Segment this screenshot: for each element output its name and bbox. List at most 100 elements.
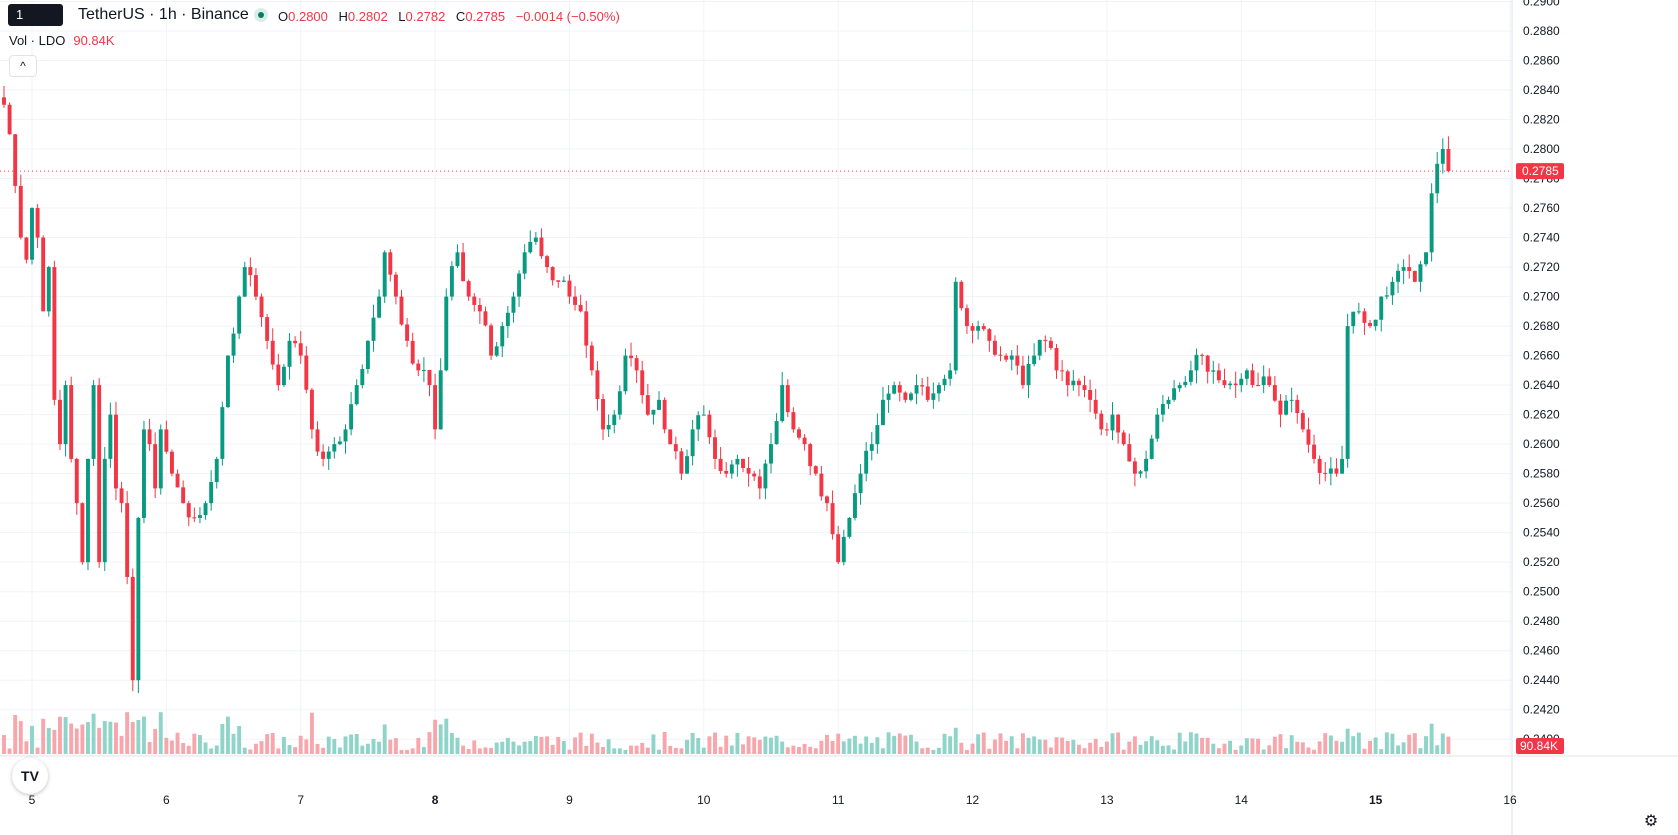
candle-body: [679, 451, 684, 474]
volume-bar: [735, 732, 740, 754]
candle-body: [1429, 193, 1434, 253]
gear-icon[interactable]: ⚙: [1643, 813, 1659, 830]
volume-bar: [640, 742, 645, 754]
volume-bar: [1104, 741, 1109, 754]
collapse-legend-button[interactable]: ^: [9, 55, 37, 77]
candles: [2, 85, 1451, 694]
candle-body: [931, 393, 936, 400]
tradingview-logo-icon[interactable]: TV: [12, 758, 48, 794]
price-tick-label: 0.2840: [1523, 83, 1560, 97]
volume-bar: [959, 742, 964, 754]
volume-bar: [276, 748, 281, 754]
candle-body: [976, 326, 981, 331]
candle-body: [668, 429, 673, 445]
volume-bar: [657, 749, 661, 754]
candle-body: [1071, 380, 1076, 386]
candle-body: [819, 473, 824, 497]
candle-body: [1149, 438, 1154, 459]
candle-body: [1054, 348, 1059, 371]
candle-body: [511, 296, 516, 313]
volume-bar: [875, 737, 880, 754]
volume-bar: [52, 729, 57, 754]
price-tick-label: 0.2860: [1523, 53, 1560, 67]
volume-bar: [1009, 736, 1014, 754]
candle-body: [1396, 270, 1400, 282]
volume-bar: [1401, 742, 1406, 754]
volume-bar: [808, 746, 813, 754]
volume-bar: [813, 748, 818, 754]
candle-body: [1306, 429, 1311, 445]
price-axis[interactable]: 0.2900 0.2880 0.2860 0.2840 0.2820 0.2800 0.27…: [1523, 0, 1560, 746]
volume-bar: [102, 721, 107, 754]
market-status-icon[interactable]: [254, 8, 268, 22]
price-tick-label: 0.2440: [1523, 673, 1560, 687]
volume-bar: [80, 724, 85, 754]
candle-body: [321, 451, 326, 459]
candle-body: [365, 340, 370, 370]
volume-legend[interactable]: Vol · LDO 90.84K: [9, 33, 115, 48]
volume-bar: [438, 724, 443, 754]
volume-bar: [164, 737, 169, 754]
candle-body: [953, 281, 958, 371]
candle-body: [981, 326, 986, 330]
candle-body: [332, 444, 337, 452]
volume-bar: [741, 744, 745, 754]
volume-bar: [746, 736, 751, 754]
volume-bar: [399, 749, 404, 754]
candle-body: [1104, 429, 1109, 431]
candle-body: [1026, 364, 1031, 386]
volume-bar: [774, 735, 779, 754]
volume-bar: [237, 725, 242, 754]
volume-bar: [1418, 748, 1423, 754]
volume-bar: [326, 736, 331, 754]
volume-bar: [864, 736, 869, 754]
volume-bar: [1121, 749, 1126, 754]
volume-bar: [1216, 748, 1221, 754]
volume-bar: [819, 740, 824, 754]
open-value: 0.2800: [288, 9, 328, 24]
candle-body: [1362, 311, 1367, 323]
candle-body: [343, 429, 348, 442]
candle-body: [97, 385, 102, 563]
candle-body: [1446, 149, 1451, 172]
candle-body: [1127, 444, 1132, 462]
volume-bar: [802, 743, 807, 754]
volume-bar: [1032, 736, 1037, 754]
volume-bar: [757, 739, 762, 754]
volume-bar: [24, 741, 29, 754]
volume-bar: [869, 742, 874, 754]
candle-body: [438, 370, 443, 430]
volume-bar: [175, 732, 180, 754]
volume-bar: [1020, 733, 1025, 754]
volume-bar: [197, 735, 202, 754]
volume-bar: [1082, 748, 1087, 754]
candle-body: [225, 355, 230, 408]
volume-bar: [1356, 732, 1361, 754]
candle-body: [449, 266, 454, 297]
candle-body: [522, 252, 527, 274]
price-tick-label: 0.2680: [1523, 319, 1560, 333]
candle-body: [270, 340, 275, 365]
candle-body: [1172, 388, 1177, 400]
price-tick-label: 0.2420: [1523, 703, 1560, 717]
volume-bar: [466, 748, 471, 754]
time-axis[interactable]: 5 6 7 8 9 10 11 12 13 14 15 16: [29, 793, 1517, 807]
time-tick-label: 13: [1100, 793, 1114, 807]
candle-body: [237, 296, 242, 334]
volume-bar: [791, 745, 796, 754]
volume-bar: [1390, 733, 1395, 754]
symbol-title[interactable]: TetherUS · 1h · Binance: [78, 6, 249, 23]
time-tick-label: 12: [966, 793, 980, 807]
candle-body: [1424, 252, 1428, 265]
volume-bar: [1127, 741, 1132, 754]
volume-bar: [1048, 747, 1053, 754]
candle-body: [455, 252, 460, 267]
candle-body: [1216, 370, 1221, 381]
price-tick-label: 0.2900: [1523, 0, 1560, 8]
volume-bar: [181, 742, 186, 754]
volume-bar: [752, 737, 757, 754]
candle-body: [1278, 400, 1283, 415]
volume-bar: [393, 738, 398, 754]
